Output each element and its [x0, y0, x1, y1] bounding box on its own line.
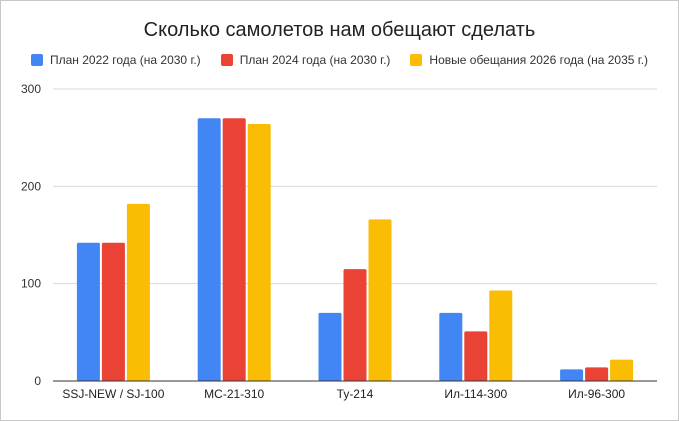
legend-label-plan-2022: План 2022 года (на 2030 г.)	[49, 53, 201, 67]
legend-item-plan-2022: План 2022 года (на 2030 г.)	[30, 53, 201, 67]
x-tick-label-2: Ту-214	[337, 387, 374, 401]
legend-swatch-plan-2024	[220, 54, 233, 66]
x-tick-label-1: МС-21-310	[204, 387, 264, 401]
legend-item-promises-2026: Новые обещания 2026 года (на 2035 г.)	[410, 53, 648, 67]
bar-series0-cat1	[197, 118, 221, 381]
bar-series2-cat4	[610, 359, 634, 381]
bar-series0-cat0	[76, 242, 100, 381]
legend-swatch-promises-2026	[410, 54, 423, 66]
y-tick-label-0: 0	[34, 374, 41, 388]
bar-series2-cat0	[126, 203, 150, 381]
legend-swatch-plan-2022	[30, 54, 43, 66]
bar-series2-cat3	[489, 290, 513, 381]
legend-label-promises-2026: Новые обещания 2026 года (на 2035 г.)	[429, 53, 649, 67]
y-tick-label-200: 200	[21, 179, 41, 193]
bar-series1-cat0	[101, 242, 125, 381]
bar-series1-cat4	[585, 367, 609, 381]
x-tick-label-4: Ил-96-300	[568, 387, 625, 401]
chart-legend: План 2022 года (на 2030 г.) План 2024 го…	[1, 53, 678, 67]
bar-series2-cat2	[368, 219, 392, 381]
bar-series0-cat3	[439, 312, 463, 381]
y-tick-label-300: 300	[21, 82, 41, 96]
bar-series1-cat3	[464, 331, 488, 381]
y-tick-label-100: 100	[21, 277, 41, 291]
bar-series2-cat1	[247, 124, 271, 381]
legend-item-plan-2024: План 2024 года (на 2030 г.)	[220, 53, 391, 67]
bar-series0-cat4	[560, 369, 584, 381]
chart-title: Сколько самолетов нам обещают сделать	[143, 19, 536, 41]
bar-series1-cat2	[343, 269, 367, 381]
x-tick-label-0: SSJ-NEW / SJ-100	[62, 387, 164, 401]
legend-label-plan-2024: План 2024 года (на 2030 г.)	[239, 53, 391, 67]
bar-series1-cat1	[222, 118, 246, 381]
bar-series0-cat2	[318, 312, 342, 381]
x-tick-label-3: Ил-114-300	[444, 387, 507, 401]
